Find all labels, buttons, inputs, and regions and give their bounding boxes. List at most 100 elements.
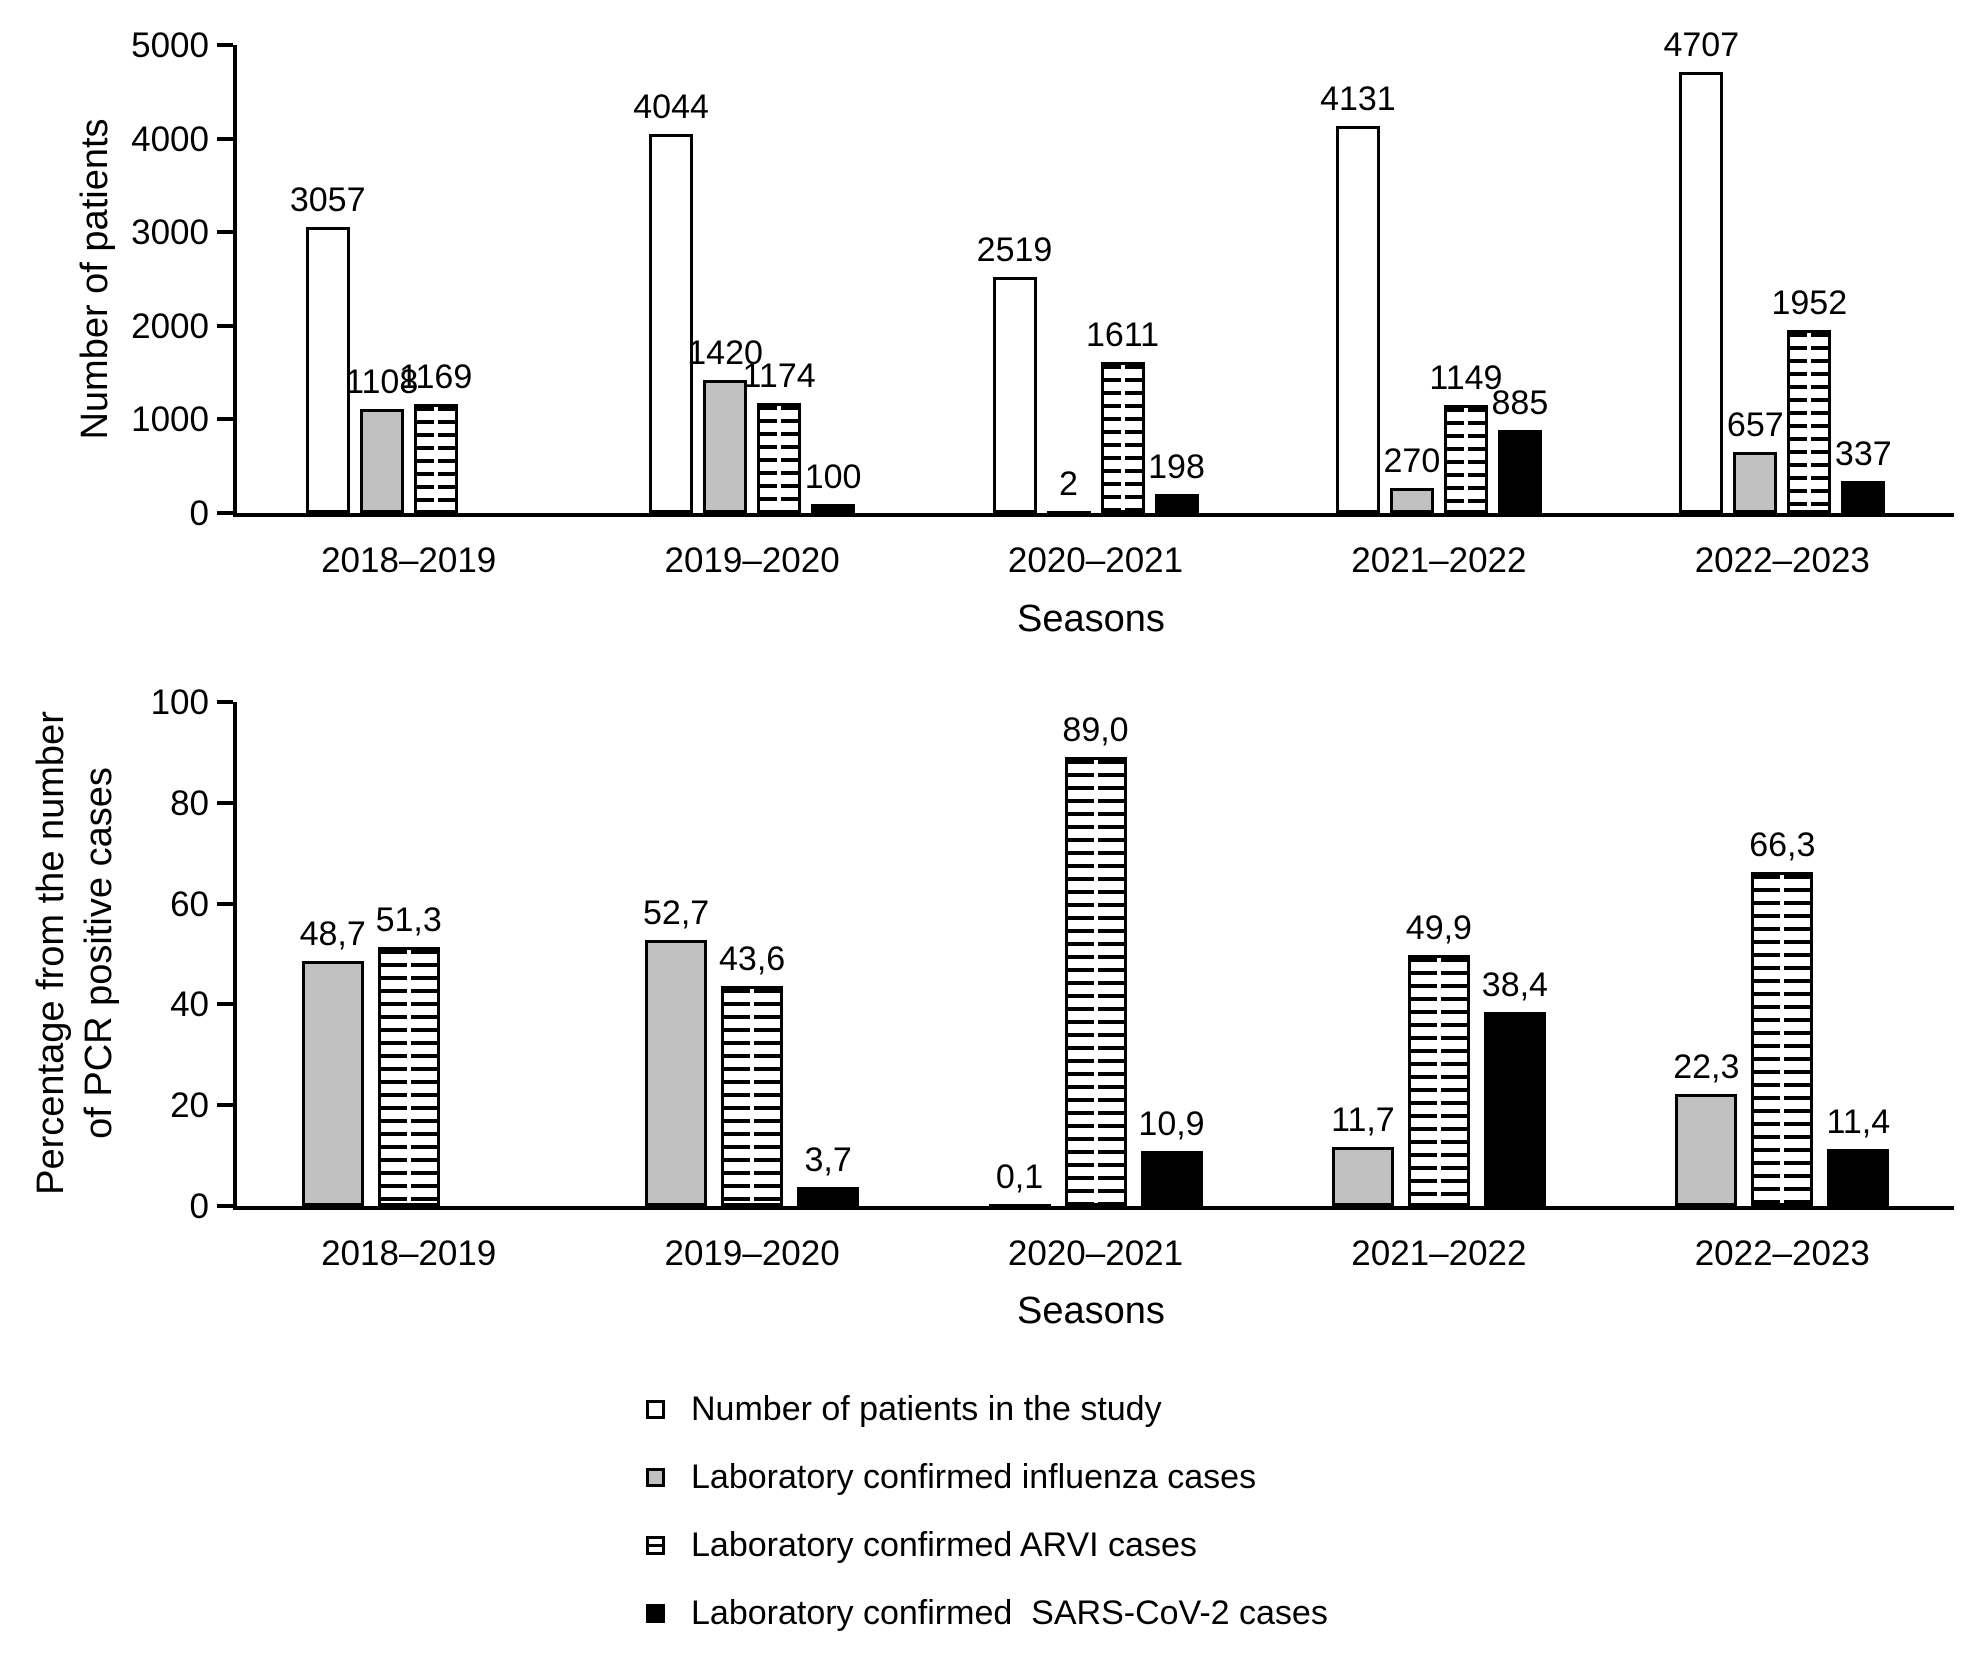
bar-influenza-1 [302, 961, 364, 1206]
x-axis-title-seasons-top: Seasons [1017, 598, 1165, 640]
y-tick-0 [217, 1204, 233, 1208]
bar-value-label-influenza-5: 657 [1726, 406, 1784, 444]
y-tick-100 [217, 700, 233, 704]
y-tick-2000 [217, 323, 233, 328]
bar-influenza-5 [1733, 452, 1777, 513]
bar-influenza-3 [1047, 511, 1091, 513]
y-tick-80 [217, 800, 233, 805]
y-tick-20 [217, 1103, 233, 1108]
legend-label-arvi: Laboratory confirmed ARVI cases [691, 1526, 1197, 1564]
legend: Number of patients in the study Laborato… [646, 1390, 1328, 1632]
bar-influenza-2 [703, 380, 747, 513]
bar-sars-4 [1498, 430, 1542, 513]
bar-value-label-influenza-4: 11,7 [1331, 1101, 1395, 1139]
bar-sars-3 [1155, 494, 1199, 513]
bar-value-label-influenza-1: 1108 [345, 363, 419, 401]
bar-value-label-arvi-3: 89,0 [1062, 711, 1129, 749]
y-tick-label-40: 40 [170, 985, 209, 1025]
y-tick-label-100: 100 [150, 683, 209, 722]
bar-value-label-arvi-4: 1149 [1429, 359, 1503, 397]
bar-value-label-sars-4: 38,4 [1481, 966, 1548, 1004]
bar-value-label-arvi-3: 1611 [1085, 316, 1160, 354]
bar-arvi-2 [757, 403, 801, 513]
y-tick-1000 [217, 417, 233, 422]
sars-swatch-icon [646, 1603, 665, 1623]
x-category-label-3: 2020–2021 [1007, 1234, 1184, 1273]
bar-value-label-influenza-3: 2 [1059, 465, 1078, 503]
bar-value-label-sars-2: 100 [804, 458, 862, 496]
bar-sars-4 [1484, 1012, 1546, 1206]
y-tick-label-3000: 3000 [131, 213, 209, 253]
bar-value-label-influenza-1: 48,7 [299, 915, 366, 953]
y-tick-label-0: 0 [189, 494, 209, 533]
bar-influenza-3 [989, 1204, 1051, 1206]
legend-item-patients: Number of patients in the study [646, 1390, 1328, 1428]
bar-value-label-arvi-1: 51,3 [375, 901, 442, 939]
bar-value-label-influenza-2: 1420 [687, 334, 763, 372]
bar-influenza-2 [645, 940, 707, 1206]
legend-item-sars: Laboratory confirmed SARS-CoV-2 cases [646, 1594, 1328, 1632]
bar-arvi-1 [414, 404, 458, 513]
legend-label-sars: Laboratory confirmed SARS-CoV-2 cases [691, 1594, 1328, 1632]
percentage-plot-area: 0 20 40 60 80 100 2018–2019 48,7 51,3 2019–2020 52… [151, 685, 1954, 1271]
x-axis-title-seasons-bottom: Seasons [1017, 1290, 1165, 1332]
bar-value-label-influenza-5: 22,3 [1673, 1048, 1740, 1086]
patients-swatch-icon [646, 1399, 665, 1419]
bar-value-label-sars-4: 885 [1491, 384, 1549, 422]
bar-value-label-arvi-5: 1952 [1771, 284, 1848, 322]
y-axis-title-patients: Number of patients [74, 118, 116, 440]
y-tick-60 [217, 901, 233, 906]
y-tick-0 [217, 511, 233, 515]
bar-value-label-sars-3: 10,9 [1138, 1105, 1205, 1143]
bar-arvi-2 [721, 986, 783, 1206]
bar-value-label-influenza-4: 270 [1383, 442, 1441, 480]
bar-value-label-sars-2: 3,7 [804, 1141, 852, 1179]
bar-influenza-1 [360, 409, 404, 513]
bar-value-label-patients-5: 4707 [1663, 26, 1740, 64]
y-tick-label-4000: 4000 [131, 119, 209, 159]
bar-value-label-arvi-5: 66,3 [1749, 826, 1816, 864]
bar-value-label-patients-4: 4131 [1320, 80, 1396, 118]
bar-value-label-influenza-3: 0,1 [995, 1158, 1044, 1196]
bar-influenza-4 [1390, 488, 1434, 513]
x-category-label-4: 2021–2022 [1351, 541, 1527, 580]
y-tick-label-2000: 2000 [131, 306, 209, 346]
y-axis-title-percentage-line2: of PCR positive cases [78, 767, 120, 1139]
legend-label-influenza: Laboratory confirmed influenza cases [691, 1458, 1257, 1496]
bar-patients-1 [306, 227, 350, 513]
y-tick-5000 [217, 43, 233, 47]
x-category-label-2: 2019–2020 [664, 1234, 840, 1273]
bar-arvi-3 [1101, 362, 1145, 513]
patients-plot-area: 0 1000 2000 3000 4000 5000 2018–2019 3057 1108 11… [131, 28, 1954, 578]
x-category-label-3: 2020–2021 [1007, 541, 1184, 580]
y-tick-4000 [217, 136, 233, 141]
legend-item-influenza: Laboratory confirmed influenza cases [646, 1458, 1328, 1496]
y-tick-label-1000: 1000 [131, 400, 209, 440]
bar-arvi-4 [1408, 955, 1470, 1206]
bar-value-label-sars-5: 11,4 [1826, 1103, 1891, 1141]
bar-value-label-patients-1: 3057 [289, 181, 366, 219]
y-tick-label-5000: 5000 [131, 26, 209, 65]
bar-value-label-arvi-2: 43,6 [719, 940, 786, 978]
bar-patients-2 [649, 134, 693, 513]
bar-patients-5 [1679, 72, 1723, 513]
arvi-swatch-icon [646, 1535, 665, 1555]
y-tick-3000 [217, 230, 233, 235]
x-category-label-5: 2022–2023 [1694, 1234, 1870, 1273]
bar-sars-5 [1827, 1149, 1889, 1206]
x-category-label-4: 2021–2022 [1351, 1234, 1527, 1273]
bar-arvi-5 [1751, 872, 1813, 1206]
bar-value-label-arvi-1: 1169 [399, 358, 473, 396]
x-category-label-1: 2018–2019 [321, 1234, 497, 1273]
bar-value-label-arvi-4: 49,9 [1405, 909, 1472, 947]
y-axis-title-percentage-line1: Percentage from the number [30, 711, 72, 1195]
bar-sars-2 [811, 504, 855, 513]
bar-arvi-1 [378, 947, 440, 1206]
bar-value-label-arvi-2: 1174 [742, 357, 816, 395]
bar-sars-3 [1141, 1151, 1203, 1206]
bar-arvi-4 [1444, 405, 1488, 513]
y-tick-label-60: 60 [170, 884, 209, 924]
bar-value-label-sars-3: 198 [1148, 448, 1205, 486]
bar-value-label-sars-5: 337 [1834, 435, 1892, 473]
